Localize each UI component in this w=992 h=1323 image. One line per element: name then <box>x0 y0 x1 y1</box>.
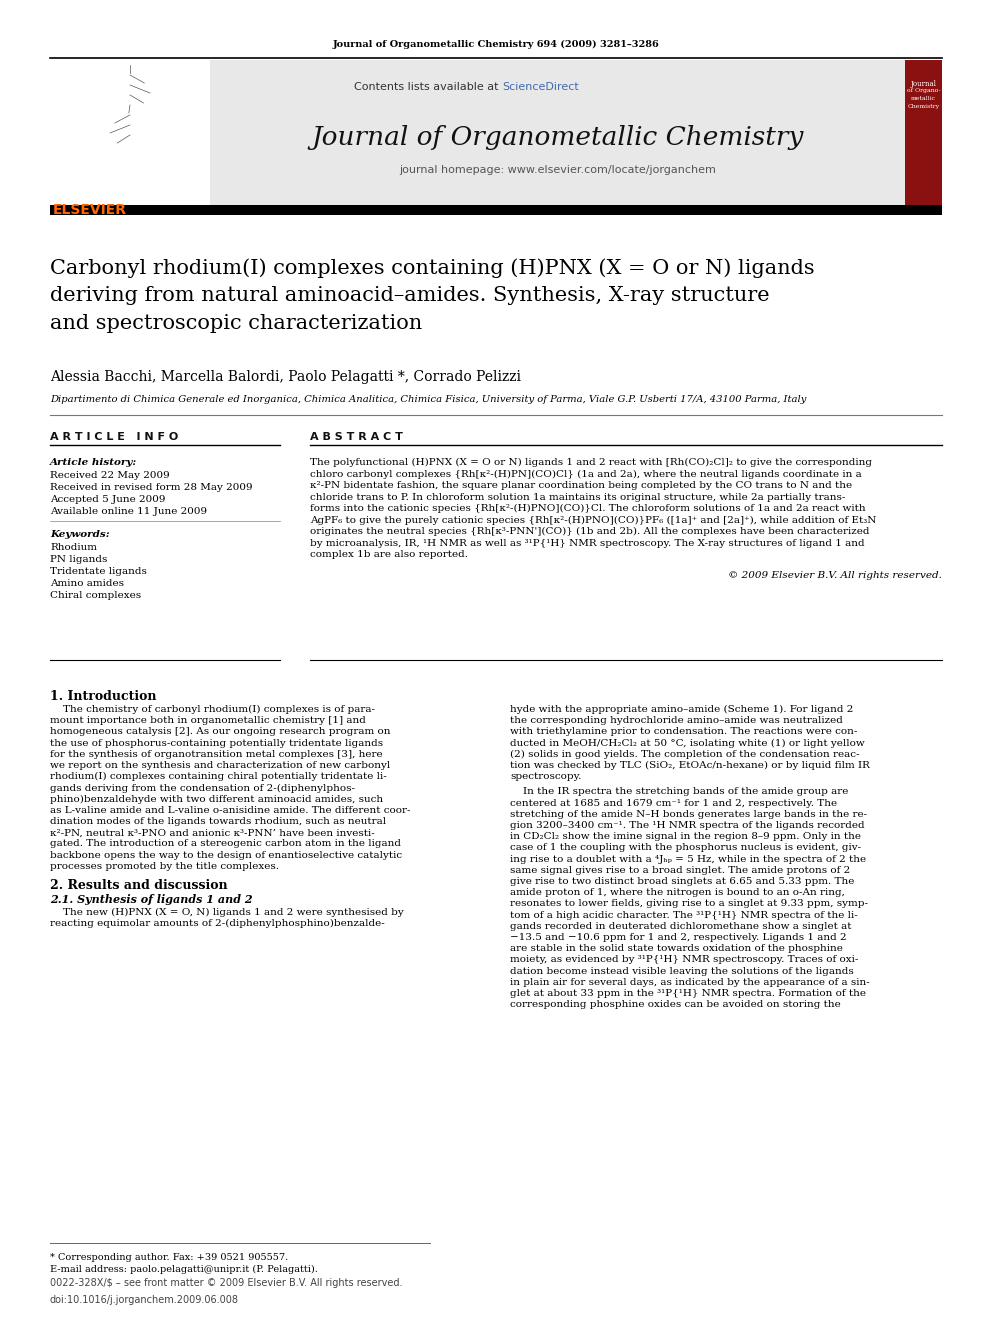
Text: forms into the cationic species {Rh[κ²-(H)PNO](CO)}Cl. The chloroform solutions : forms into the cationic species {Rh[κ²-(… <box>310 504 866 513</box>
Text: dation become instead visible leaving the solutions of the ligands: dation become instead visible leaving th… <box>510 967 854 975</box>
Text: tion was checked by TLC (SiO₂, EtOAc/n-hexane) or by liquid film IR: tion was checked by TLC (SiO₂, EtOAc/n-h… <box>510 761 870 770</box>
Text: by microanalysis, IR, ¹H NMR as well as ³¹P{¹H} NMR spectroscopy. The X-ray stru: by microanalysis, IR, ¹H NMR as well as … <box>310 538 865 548</box>
Text: the corresponding hydrochloride amino–amide was neutralized: the corresponding hydrochloride amino–am… <box>510 716 843 725</box>
Text: A R T I C L E   I N F O: A R T I C L E I N F O <box>50 433 179 442</box>
Text: complex 1b are also reported.: complex 1b are also reported. <box>310 550 468 560</box>
Text: The new (H)PNX (X = O, N) ligands 1 and 2 were synthesised by: The new (H)PNX (X = O, N) ligands 1 and … <box>50 908 404 917</box>
Text: stretching of the amide N–H bonds generates large bands in the re-: stretching of the amide N–H bonds genera… <box>510 810 867 819</box>
Text: ducted in MeOH/CH₂Cl₂ at 50 °C, isolating white (1) or light yellow: ducted in MeOH/CH₂Cl₂ at 50 °C, isolatin… <box>510 738 865 747</box>
Text: Keywords:: Keywords: <box>50 531 110 538</box>
Text: ScienceDirect: ScienceDirect <box>503 82 579 93</box>
Text: centered at 1685 and 1679 cm⁻¹ for 1 and 2, respectively. The: centered at 1685 and 1679 cm⁻¹ for 1 and… <box>510 799 837 807</box>
Text: gands recorded in deuterated dichloromethane show a singlet at: gands recorded in deuterated dichloromet… <box>510 922 851 931</box>
Text: in plain air for several days, as indicated by the appearance of a sin-: in plain air for several days, as indica… <box>510 978 870 987</box>
Text: originates the neutral species {Rh[κ³-PNN'](CO)} (1b and 2b). All the complexes : originates the neutral species {Rh[κ³-PN… <box>310 527 870 536</box>
Text: journal homepage: www.elsevier.com/locate/jorganchem: journal homepage: www.elsevier.com/locat… <box>399 165 716 175</box>
Text: mount importance both in organometallic chemistry [1] and: mount importance both in organometallic … <box>50 716 366 725</box>
Text: 0022-328X/$ – see front matter © 2009 Elsevier B.V. All rights reserved.: 0022-328X/$ – see front matter © 2009 El… <box>50 1278 403 1289</box>
Text: * Corresponding author. Fax: +39 0521 905557.: * Corresponding author. Fax: +39 0521 90… <box>50 1253 289 1262</box>
Text: (2) solids in good yields. The completion of the condensation reac-: (2) solids in good yields. The completio… <box>510 750 859 759</box>
Text: chloride trans to P. In chloroform solution 1a maintains its original structure,: chloride trans to P. In chloroform solut… <box>310 492 845 501</box>
Text: phino)benzaldehyde with two different aminoacid amides, such: phino)benzaldehyde with two different am… <box>50 795 383 804</box>
Text: 2.1. Synthesis of ligands 1 and 2: 2.1. Synthesis of ligands 1 and 2 <box>50 894 253 905</box>
Text: Contents lists available at: Contents lists available at <box>354 82 503 93</box>
Text: AgPF₆ to give the purely cationic species {Rh[κ²-(H)PNO](CO)}PF₆ ([1a]⁺ and [2a]: AgPF₆ to give the purely cationic specie… <box>310 516 876 525</box>
Text: Rhodium: Rhodium <box>50 542 97 552</box>
Text: 2. Results and discussion: 2. Results and discussion <box>50 878 227 892</box>
Text: of Organo-: of Organo- <box>907 89 940 93</box>
Text: we report on the synthesis and characterization of new carbonyl: we report on the synthesis and character… <box>50 761 390 770</box>
Text: −13.5 and −10.6 ppm for 1 and 2, respectively. Ligands 1 and 2: −13.5 and −10.6 ppm for 1 and 2, respect… <box>510 933 846 942</box>
Text: Available online 11 June 2009: Available online 11 June 2009 <box>50 507 207 516</box>
Text: for the synthesis of organotransition metal complexes [3], here: for the synthesis of organotransition me… <box>50 750 383 759</box>
Text: reacting equimolar amounts of 2-(diphenylphosphino)benzalde-: reacting equimolar amounts of 2-(dipheny… <box>50 919 385 929</box>
Text: The chemistry of carbonyl rhodium(I) complexes is of para-: The chemistry of carbonyl rhodium(I) com… <box>50 705 375 714</box>
Text: deriving from natural aminoacid–amides. Synthesis, X-ray structure: deriving from natural aminoacid–amides. … <box>50 286 770 306</box>
Text: with triethylamine prior to condensation. The reactions were con-: with triethylamine prior to condensation… <box>510 728 857 737</box>
Bar <box>210 60 905 216</box>
Text: Chiral complexes: Chiral complexes <box>50 591 141 601</box>
Text: dination modes of the ligands towards rhodium, such as neutral: dination modes of the ligands towards rh… <box>50 818 386 826</box>
Text: case of 1 the coupling with the phosphorus nucleus is evident, giv-: case of 1 the coupling with the phosphor… <box>510 843 861 852</box>
Text: © 2009 Elsevier B.V. All rights reserved.: © 2009 Elsevier B.V. All rights reserved… <box>728 572 942 581</box>
Text: ing rise to a doublet with a ⁴Jₕₚ = 5 Hz, while in the spectra of 2 the: ing rise to a doublet with a ⁴Jₕₚ = 5 Hz… <box>510 855 866 864</box>
Bar <box>50 60 210 216</box>
Bar <box>50 205 942 216</box>
Text: chloro carbonyl complexes {Rh[κ²-(H)PN](CO)Cl} (1a and 2a), where the neutral li: chloro carbonyl complexes {Rh[κ²-(H)PN](… <box>310 470 862 479</box>
Text: gated. The introduction of a stereogenic carbon atom in the ligand: gated. The introduction of a stereogenic… <box>50 839 401 848</box>
Text: and spectroscopic characterization: and spectroscopic characterization <box>50 314 423 333</box>
Text: κ²-PN, neutral κ³-PNO and anionic κ³-PNN’ have been investi-: κ²-PN, neutral κ³-PNO and anionic κ³-PNN… <box>50 828 375 837</box>
Text: A B S T R A C T: A B S T R A C T <box>310 433 403 442</box>
Text: Carbonyl rhodium(I) complexes containing (H)PNX (X = O or N) ligands: Carbonyl rhodium(I) complexes containing… <box>50 258 814 278</box>
Text: moiety, as evidenced by ³¹P{¹H} NMR spectroscopy. Traces of oxi-: moiety, as evidenced by ³¹P{¹H} NMR spec… <box>510 955 858 964</box>
Text: Received 22 May 2009: Received 22 May 2009 <box>50 471 170 480</box>
Text: in CD₂Cl₂ show the imine signal in the region 8–9 ppm. Only in the: in CD₂Cl₂ show the imine signal in the r… <box>510 832 861 841</box>
Text: resonates to lower fields, giving rise to a singlet at 9.33 ppm, symp-: resonates to lower fields, giving rise t… <box>510 900 868 909</box>
Text: Dipartimento di Chimica Generale ed Inorganica, Chimica Analitica, Chimica Fisic: Dipartimento di Chimica Generale ed Inor… <box>50 396 806 404</box>
Text: amide proton of 1, where the nitrogen is bound to an o-An ring,: amide proton of 1, where the nitrogen is… <box>510 888 845 897</box>
Text: The polyfunctional (H)PNX (X = O or N) ligands 1 and 2 react with [Rh(CO)₂Cl]₂ t: The polyfunctional (H)PNX (X = O or N) l… <box>310 458 872 467</box>
Text: processes promoted by the title complexes.: processes promoted by the title complexe… <box>50 861 279 871</box>
Text: κ²-PN bidentate fashion, the square planar coordination being completed by the C: κ²-PN bidentate fashion, the square plan… <box>310 482 852 490</box>
Text: Tridentate ligands: Tridentate ligands <box>50 568 147 576</box>
Text: Journal of Organometallic Chemistry: Journal of Organometallic Chemistry <box>311 124 804 149</box>
Text: E-mail address: paolo.pelagatti@unipr.it (P. Pelagatti).: E-mail address: paolo.pelagatti@unipr.it… <box>50 1265 317 1274</box>
Text: Received in revised form 28 May 2009: Received in revised form 28 May 2009 <box>50 483 253 492</box>
Text: Alessia Bacchi, Marcella Balordi, Paolo Pelagatti *, Corrado Pelizzi: Alessia Bacchi, Marcella Balordi, Paolo … <box>50 370 521 384</box>
Text: rhodium(I) complexes containing chiral potentially tridentate li-: rhodium(I) complexes containing chiral p… <box>50 773 387 782</box>
Text: Journal: Journal <box>911 79 936 89</box>
Text: Journal of Organometallic Chemistry 694 (2009) 3281–3286: Journal of Organometallic Chemistry 694 … <box>332 40 660 49</box>
Text: backbone opens the way to the design of enantioselective catalytic: backbone opens the way to the design of … <box>50 851 402 860</box>
Bar <box>905 60 942 216</box>
Text: spectroscopy.: spectroscopy. <box>510 773 581 781</box>
Text: metallic: metallic <box>911 97 936 101</box>
Text: Article history:: Article history: <box>50 458 137 467</box>
Text: give rise to two distinct broad singlets at 6.65 and 5.33 ppm. The: give rise to two distinct broad singlets… <box>510 877 854 886</box>
Text: Amino amides: Amino amides <box>50 579 124 587</box>
Text: Accepted 5 June 2009: Accepted 5 June 2009 <box>50 495 166 504</box>
Text: ELSEVIER: ELSEVIER <box>53 202 127 217</box>
Text: same signal gives rise to a broad singlet. The amide protons of 2: same signal gives rise to a broad single… <box>510 865 850 875</box>
Text: hyde with the appropriate amino–amide (Scheme 1). For ligand 2: hyde with the appropriate amino–amide (S… <box>510 705 853 714</box>
Text: Chemistry: Chemistry <box>908 105 939 108</box>
Text: tom of a high acidic character. The ³¹P{¹H} NMR spectra of the li-: tom of a high acidic character. The ³¹P{… <box>510 910 858 919</box>
Text: PN ligands: PN ligands <box>50 556 107 564</box>
Text: are stable in the solid state towards oxidation of the phosphine: are stable in the solid state towards ox… <box>510 945 843 953</box>
Text: 1. Introduction: 1. Introduction <box>50 691 157 703</box>
Text: homogeneous catalysis [2]. As our ongoing research program on: homogeneous catalysis [2]. As our ongoin… <box>50 728 391 737</box>
Text: as L-valine amide and L-valine o-anisidine amide. The different coor-: as L-valine amide and L-valine o-anisidi… <box>50 806 411 815</box>
Text: In the IR spectra the stretching bands of the amide group are: In the IR spectra the stretching bands o… <box>510 787 848 796</box>
Text: the use of phosphorus-containing potentially tridentate ligands: the use of phosphorus-containing potenti… <box>50 738 383 747</box>
Text: corresponding phosphine oxides can be avoided on storing the: corresponding phosphine oxides can be av… <box>510 1000 841 1009</box>
Text: gion 3200–3400 cm⁻¹. The ¹H NMR spectra of the ligands recorded: gion 3200–3400 cm⁻¹. The ¹H NMR spectra … <box>510 822 865 830</box>
Text: doi:10.1016/j.jorganchem.2009.06.008: doi:10.1016/j.jorganchem.2009.06.008 <box>50 1295 239 1304</box>
Text: glet at about 33 ppm in the ³¹P{¹H} NMR spectra. Formation of the: glet at about 33 ppm in the ³¹P{¹H} NMR … <box>510 990 866 998</box>
Text: gands deriving from the condensation of 2-(diphenylphos-: gands deriving from the condensation of … <box>50 783 355 792</box>
